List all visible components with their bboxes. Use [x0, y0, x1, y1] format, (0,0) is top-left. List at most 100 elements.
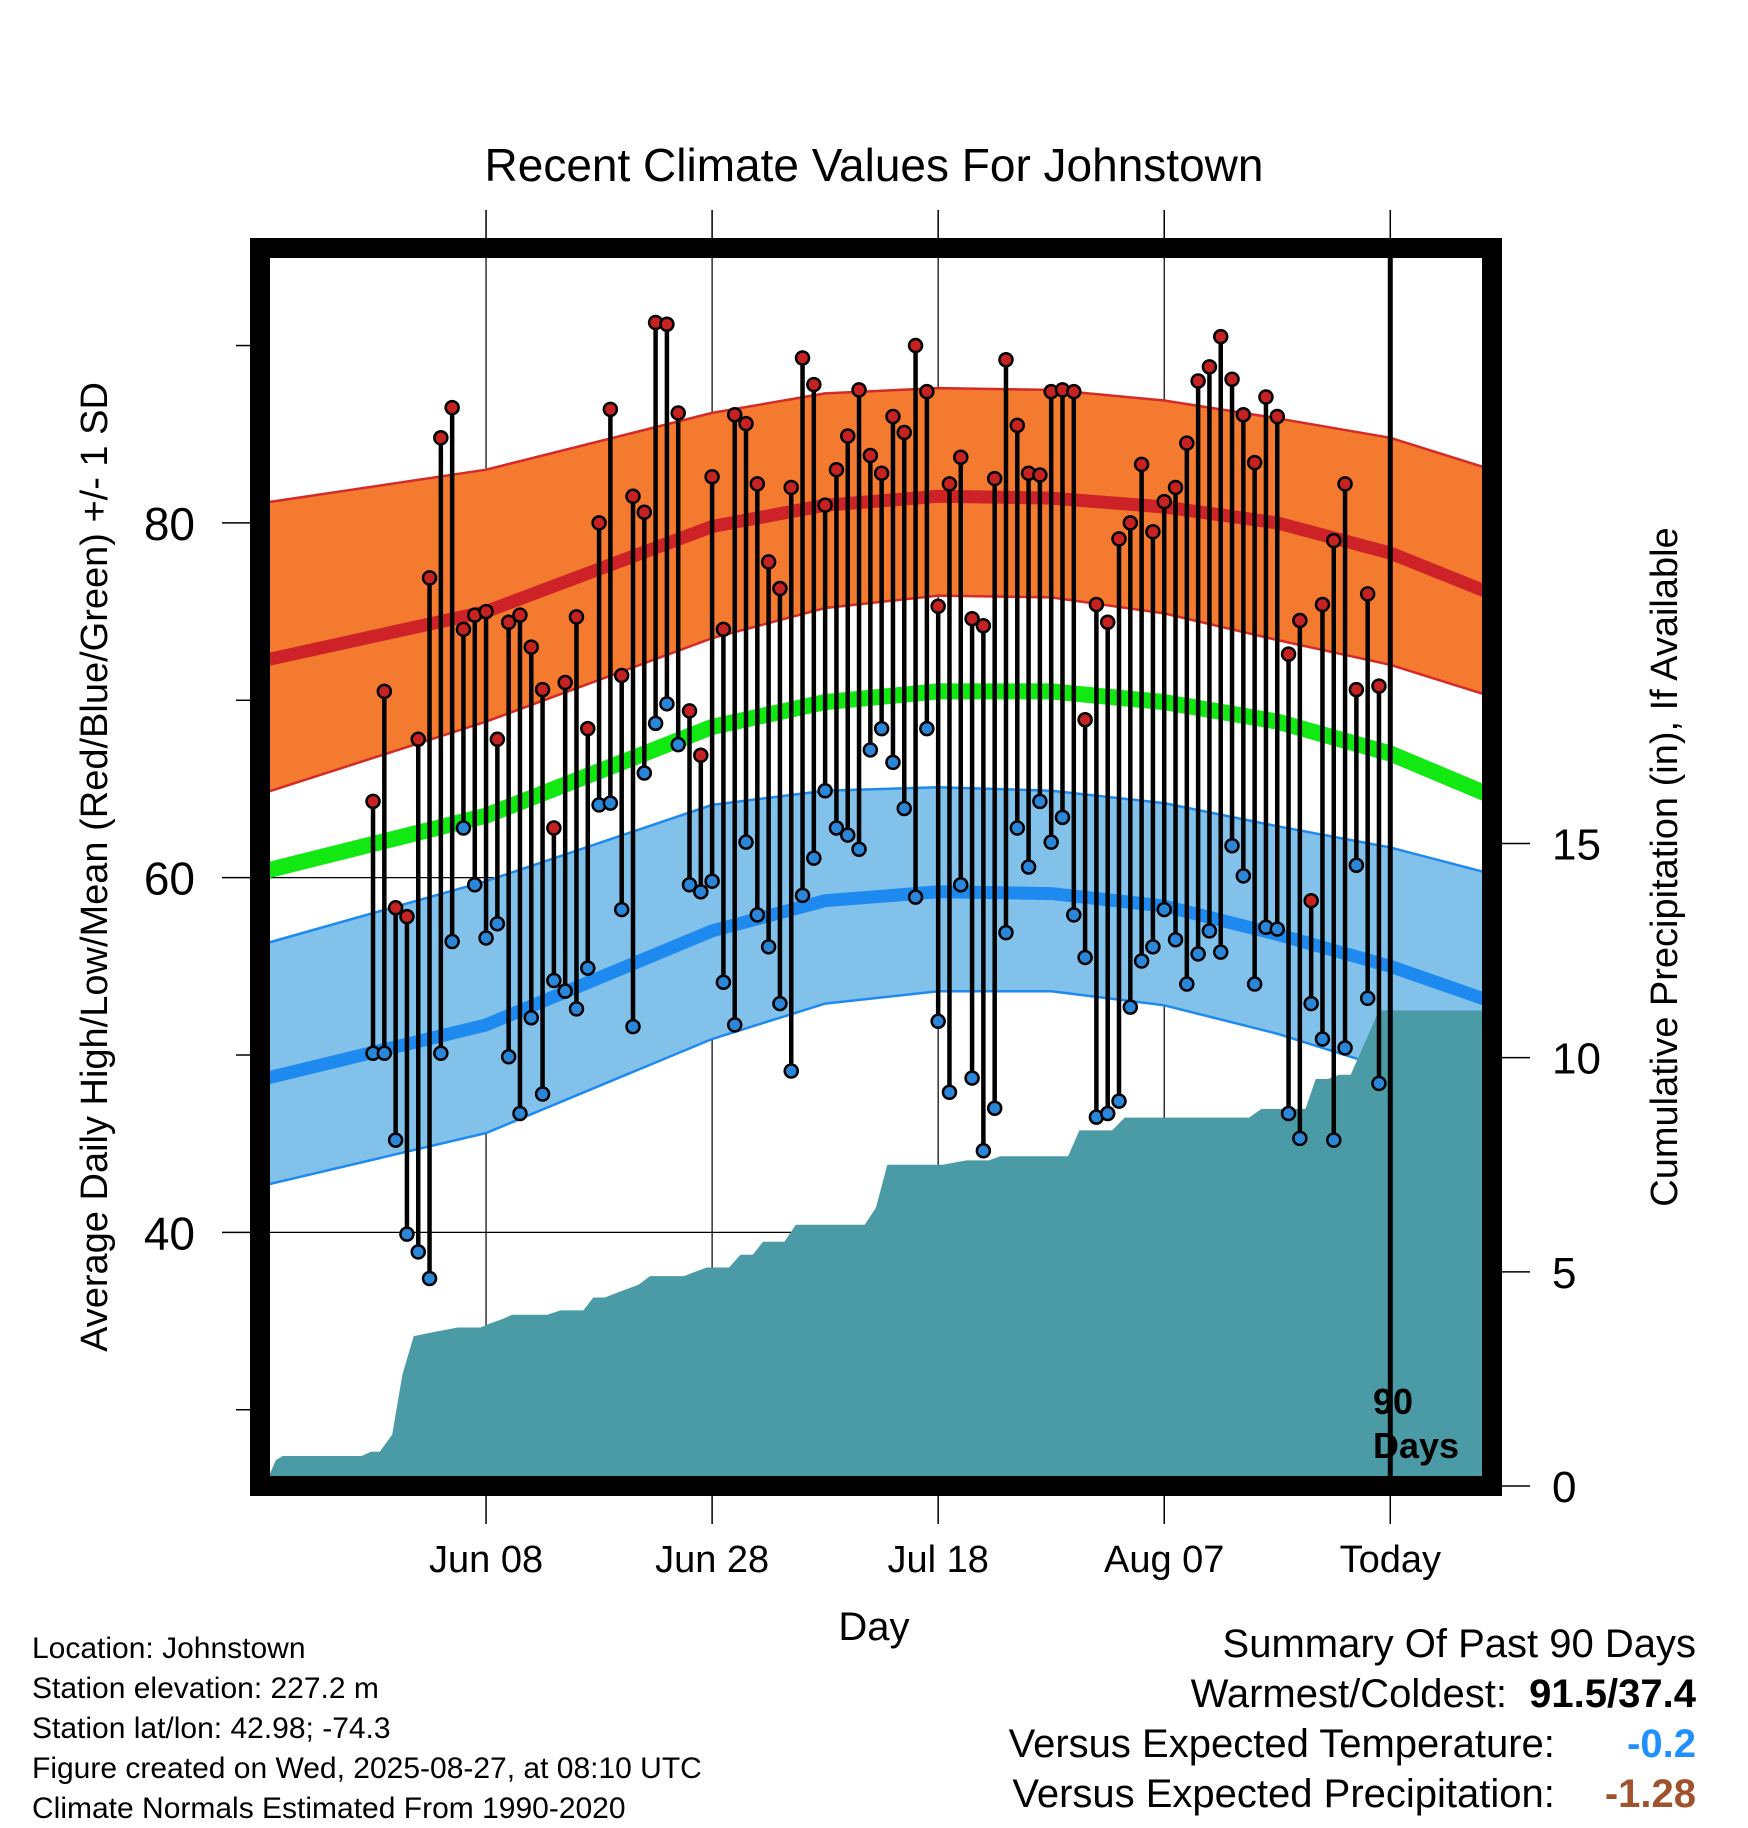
daily-high-dot — [1303, 892, 1319, 909]
summary-temp-departure: Versus Expected Temperature: -0.2 — [1009, 1722, 1696, 1767]
daily-high-dot — [704, 469, 720, 485]
daily-dots — [365, 314, 1387, 1287]
daily-high-dot — [512, 607, 528, 623]
daily-high-dot — [726, 406, 743, 423]
daily-low-dot — [1348, 857, 1365, 873]
daily-high-dot — [975, 618, 992, 634]
daily-low-dot — [919, 720, 935, 737]
daily-low-dot — [1292, 1130, 1308, 1147]
daily-low-dot — [1224, 837, 1240, 854]
y-axis-label: Average Daily High/Low/Mean (Red/Blue/Gr… — [74, 382, 116, 1352]
summary-precip-departure: Versus Expected Precipitation: -1.28 — [1012, 1772, 1696, 1817]
daily-low-dot — [1145, 939, 1161, 955]
daily-low-dot — [794, 887, 811, 904]
daily-low-dot — [647, 715, 664, 732]
daily-low-dot — [399, 1226, 415, 1242]
daily-high-dot — [1258, 389, 1274, 405]
daily-high-dot — [1246, 454, 1263, 471]
daily-high-dot — [862, 447, 879, 464]
daily-low-dot — [580, 960, 596, 976]
daily-low-dot — [715, 974, 732, 991]
daily-low-dot — [421, 1270, 438, 1287]
daily-low-dot — [1235, 868, 1252, 884]
daily-high-dot — [455, 621, 472, 638]
daily-low-dot — [1156, 901, 1172, 918]
daily-low-dot — [523, 1010, 540, 1026]
normal-bands — [258, 386, 1496, 1188]
daily-range-stems — [370, 322, 1382, 1279]
y-tick-label: 60 — [144, 853, 195, 905]
daily-low-dot — [1066, 907, 1082, 923]
daily-high-dot — [885, 408, 901, 425]
normal-high-band-upper-edge — [259, 386, 1493, 505]
daily-low-dot — [1190, 946, 1206, 962]
daily-high-dot — [1009, 417, 1026, 434]
daily-low-dot — [1326, 1132, 1342, 1148]
daily-high-dot — [986, 470, 1003, 487]
daily-low-dot — [693, 884, 709, 900]
daily-low-dot — [455, 820, 472, 836]
daily-high-dot — [546, 820, 562, 836]
y-tick-label: 40 — [144, 1207, 195, 1259]
daily-high-dot — [772, 580, 788, 597]
daily-high-dot — [1314, 596, 1331, 613]
daily-low-dot — [1179, 976, 1195, 992]
info-location: Location: Johnstown — [32, 1632, 306, 1665]
daily-low-dot — [512, 1105, 528, 1122]
daily-high-dot — [907, 337, 924, 354]
daily-high-dot — [1212, 328, 1229, 345]
daily-high-dot — [783, 479, 799, 496]
daily-high-dot — [896, 424, 913, 441]
daily-low-dot — [760, 939, 777, 955]
daily-high-dot — [410, 731, 426, 748]
daily-low-dot — [873, 720, 890, 737]
daily-low-dot — [930, 1013, 946, 1030]
daily-low-dot — [783, 1063, 799, 1079]
warmest-coldest-value: 91.5/37.4 — [1529, 1672, 1696, 1716]
y2-tick-label: 15 — [1552, 820, 1601, 869]
daily-high-dot — [557, 674, 573, 691]
daily-low-dot — [602, 795, 619, 811]
today-marker: 90 Days — [1373, 248, 1459, 1486]
today-label-90: 90 — [1373, 1381, 1413, 1422]
daily-high-dot — [930, 598, 946, 615]
daily-high-dot — [421, 570, 438, 586]
daily-low-dot — [1212, 944, 1229, 960]
daily-high-dot — [523, 639, 540, 655]
daily-high-dot — [433, 430, 449, 446]
daily-low-dot — [1077, 949, 1093, 966]
daily-low-dot — [738, 834, 754, 850]
daily-low-dot — [534, 1086, 551, 1102]
daily-high-dot — [715, 621, 732, 638]
daily-high-dot — [1145, 524, 1161, 540]
daily-low-dot — [1009, 820, 1026, 836]
daily-high-dot — [568, 609, 585, 625]
daily-high-dot — [998, 351, 1014, 368]
daily-high-dot — [817, 497, 833, 513]
daily-high-dot — [693, 747, 709, 764]
daily-low-dot — [817, 782, 833, 799]
daily-high-dot — [1292, 612, 1308, 629]
x-tick-label: Jun 08 — [429, 1539, 543, 1581]
daily-low-dot — [1201, 923, 1218, 939]
chart-title: Recent Climate Values For Johnstown — [485, 139, 1264, 191]
y-tick-label: 80 — [144, 498, 195, 550]
daily-high-dot — [1337, 476, 1353, 492]
daily-high-dot — [500, 614, 517, 630]
y2-tick-label: 5 — [1552, 1249, 1576, 1298]
daily-low-dot — [964, 1070, 980, 1086]
daily-high-dot — [749, 476, 766, 492]
daily-high-dot — [659, 316, 675, 333]
daily-high-dot — [399, 908, 415, 925]
daily-high-dot — [591, 515, 607, 531]
daily-low-dot — [546, 972, 562, 989]
daily-high-dot — [681, 703, 698, 719]
daily-low-dot — [1371, 1075, 1387, 1092]
precip-departure-value: -1.28 — [1604, 1772, 1696, 1816]
daily-low-dot — [998, 924, 1014, 941]
daily-high-dot — [760, 554, 777, 570]
daily-low-dot — [387, 1132, 404, 1148]
precipitation-area — [264, 1010, 1492, 1486]
daily-high-dot — [1077, 712, 1093, 728]
